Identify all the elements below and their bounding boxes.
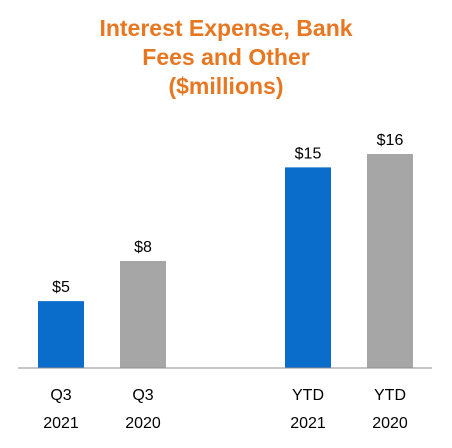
x-tick-labels-group: Q3 2021 Q3 2020 YTD 2021 YTD 2020 <box>43 387 408 432</box>
bars-group <box>38 154 413 368</box>
data-labels-group: $5 $8 $15 $16 <box>52 132 403 296</box>
bar-ytd-2021 <box>285 167 331 368</box>
bar-q3-2020 <box>120 261 166 368</box>
chart-title: Interest Expense, Bank Fees and Other ($… <box>0 14 452 101</box>
data-label-q3-2021: $5 <box>52 279 70 296</box>
data-label-ytd-2020: $16 <box>377 132 404 149</box>
data-label-ytd-2021: $15 <box>295 145 322 162</box>
bar-ytd-2020 <box>367 154 413 368</box>
chart-title-line-1: Interest Expense, Bank <box>99 15 353 41</box>
x-tick-label-ytd-2020-line-1: YTD <box>374 387 406 404</box>
x-tick-label-ytd-2020-line-2: 2020 <box>372 415 408 432</box>
bar-q3-2021 <box>38 301 84 368</box>
data-label-q3-2020: $8 <box>134 239 152 256</box>
chart-title-line-3: ($millions) <box>168 73 284 99</box>
x-tick-label-ytd-2021-line-2: 2021 <box>290 415 326 432</box>
x-tick-label-q3-2021-line-1: Q3 <box>50 387 71 404</box>
x-tick-label-ytd-2021-line-1: YTD <box>292 387 324 404</box>
chart-title-line-2: Fees and Other <box>142 44 310 70</box>
x-tick-label-q3-2020-line-1: Q3 <box>132 387 153 404</box>
x-tick-label-q3-2020-line-2: 2020 <box>125 415 161 432</box>
x-tick-label-q3-2021-line-2: 2021 <box>43 415 79 432</box>
